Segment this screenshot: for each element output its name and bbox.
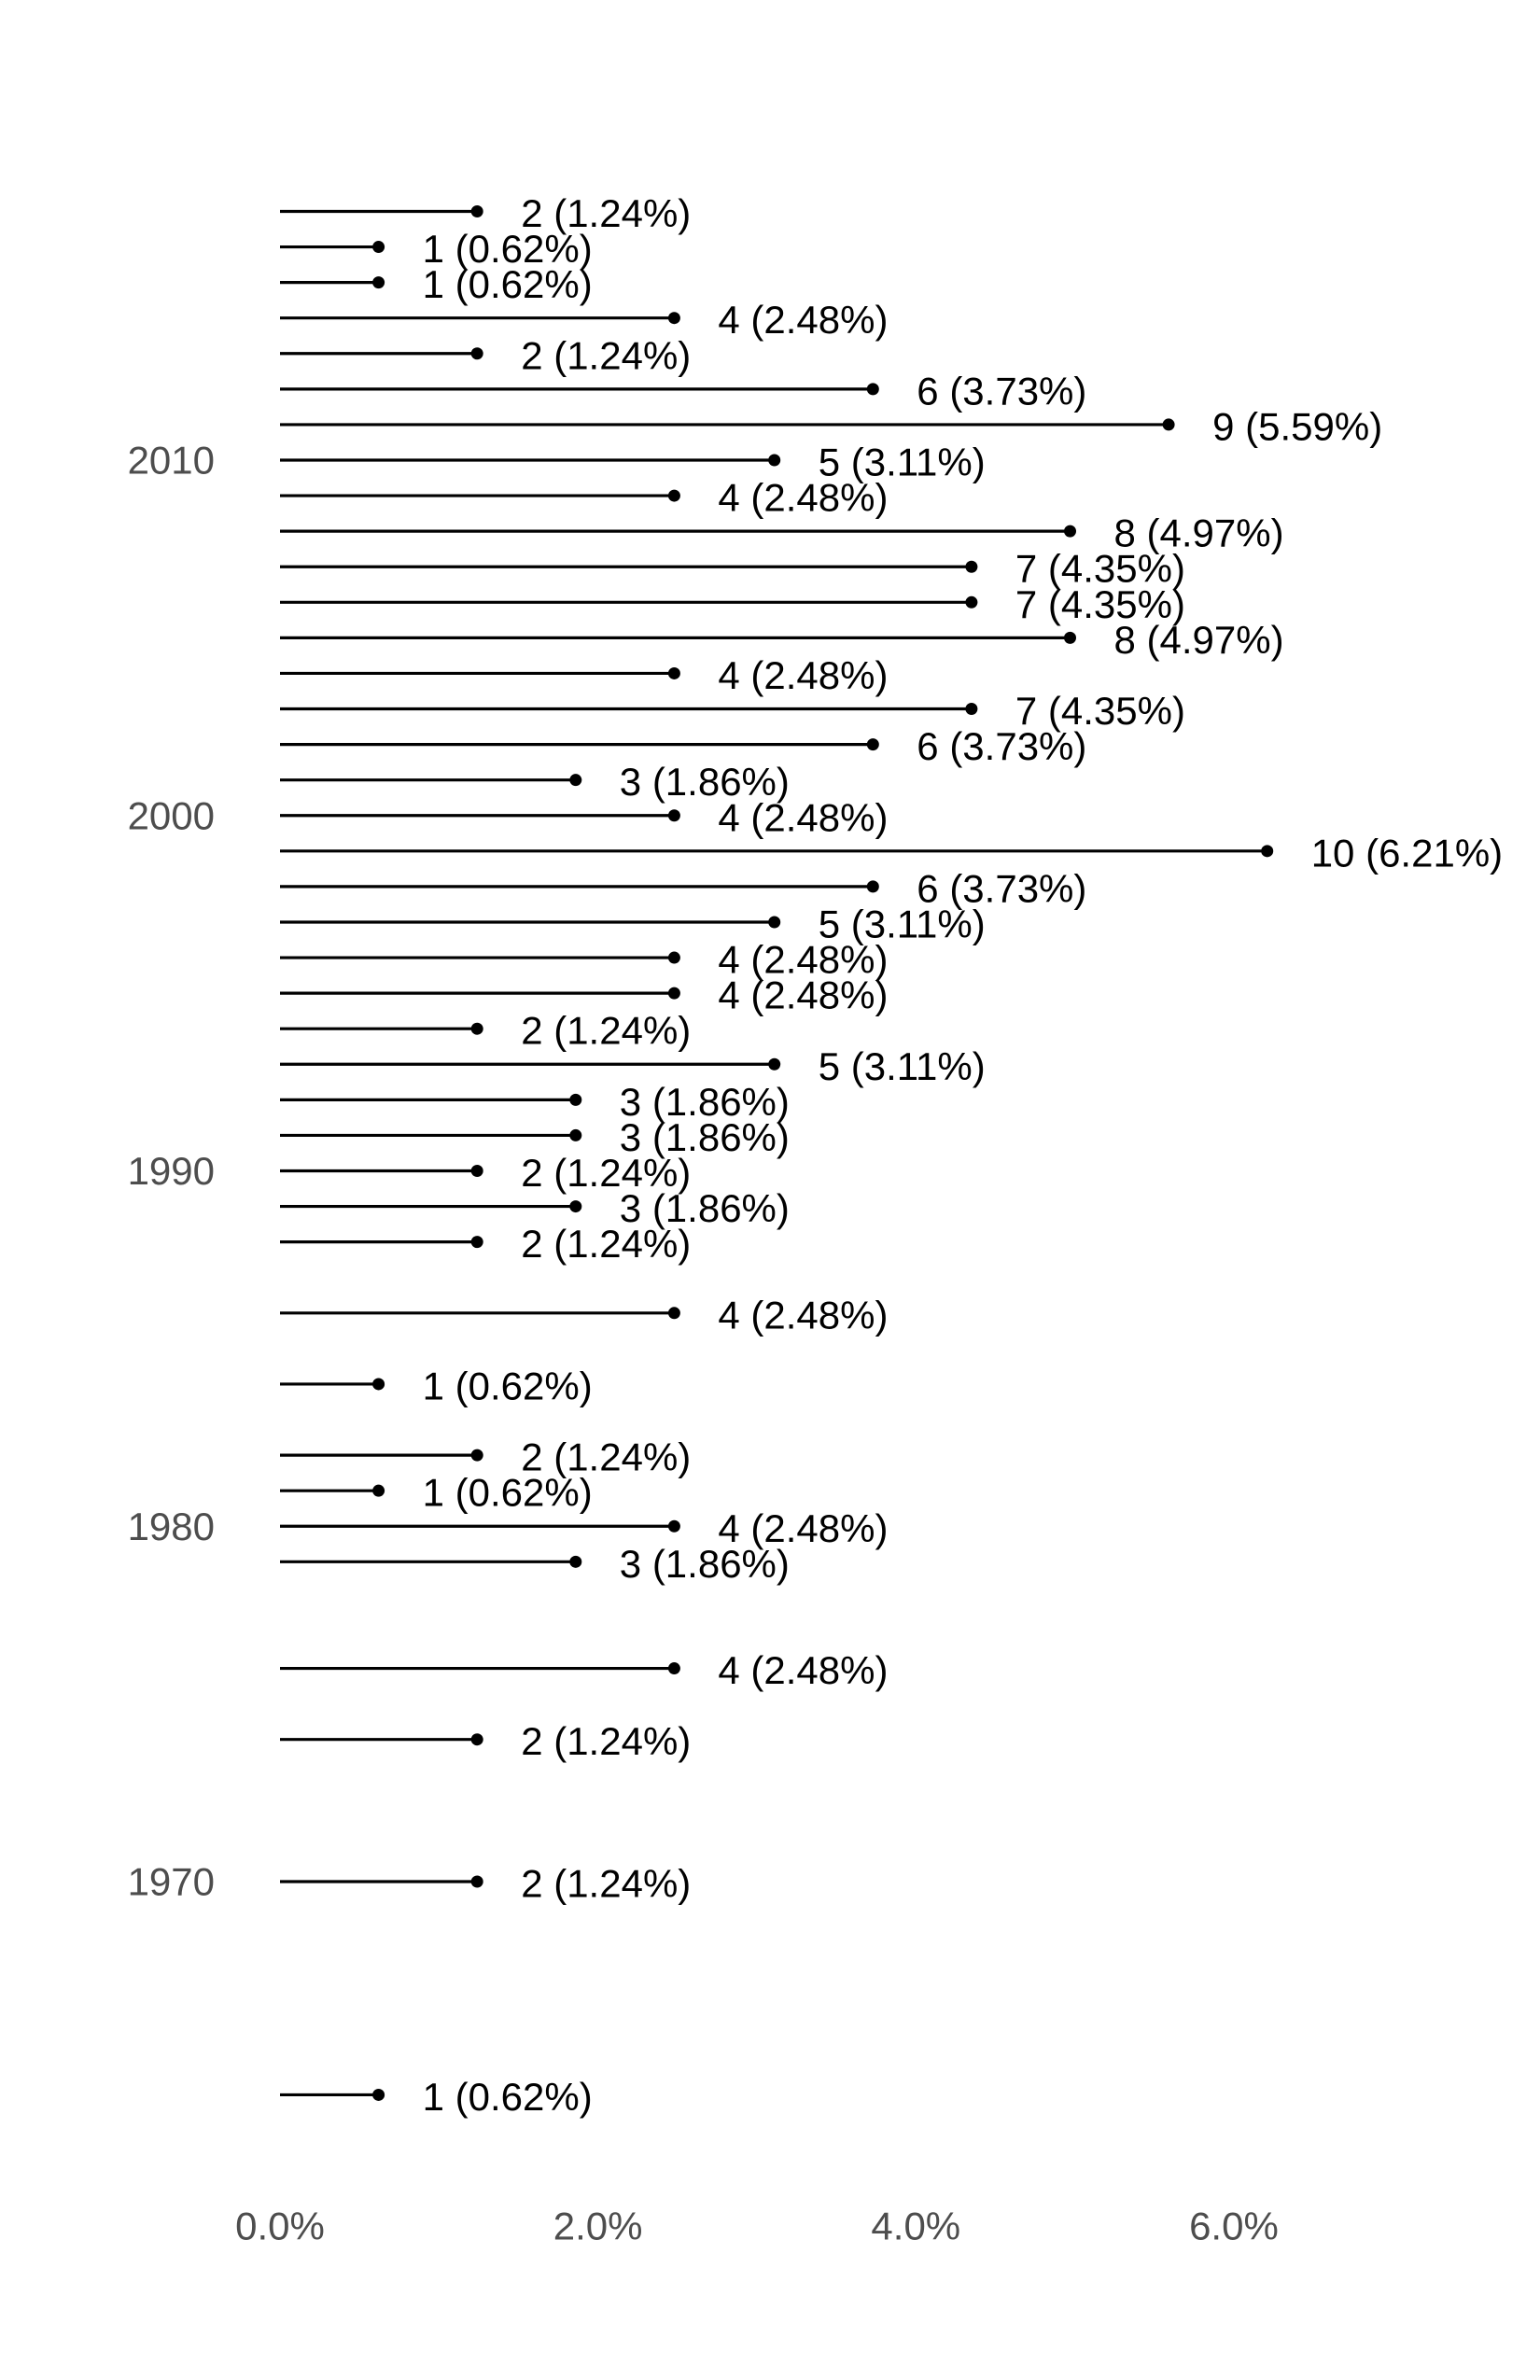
lollipop-dot (667, 1519, 680, 1533)
lollipop-dot (372, 276, 385, 289)
data-label: 1 (0.62%) (423, 262, 593, 306)
x-tick-label: 0.0% (235, 2205, 325, 2248)
data-label: 5 (3.11%) (819, 441, 986, 484)
data-label: 2 (1.24%) (521, 1009, 691, 1053)
lollipop-dot (1064, 525, 1077, 538)
y-tick-label: 1970 (128, 1860, 215, 1904)
data-label: 2 (1.24%) (521, 1719, 691, 1763)
data-label: 9 (5.59%) (1212, 404, 1382, 448)
y-tick-label: 2000 (128, 793, 215, 837)
data-label: 4 (2.48%) (718, 476, 888, 520)
data-label: 3 (1.86%) (620, 1080, 790, 1124)
data-label: 1 (0.62%) (423, 2075, 593, 2119)
data-label: 7 (4.35%) (1015, 582, 1185, 626)
lollipop-dot (768, 454, 781, 467)
data-label: 7 (4.35%) (1015, 689, 1185, 733)
lollipop-dot (470, 1236, 483, 1249)
lollipop-dot (667, 987, 680, 1000)
data-label: 6 (3.73%) (917, 369, 1086, 413)
lollipop-dot (866, 383, 879, 396)
lollipop-dot (470, 204, 483, 217)
y-tick-label: 1980 (128, 1505, 215, 1548)
data-label: 2 (1.24%) (521, 191, 691, 235)
x-tick-label: 4.0% (871, 2205, 960, 2248)
stems (280, 209, 1267, 2097)
data-label: 3 (1.86%) (620, 1115, 790, 1159)
lollipop-dot (965, 595, 978, 609)
data-label: 4 (2.48%) (718, 938, 888, 982)
lollipop-dot (470, 1449, 483, 1462)
data-label: 2 (1.24%) (521, 1222, 691, 1266)
data-label: 5 (3.11%) (819, 902, 986, 945)
data-label: 10 (6.21%) (1311, 831, 1503, 875)
data-label: 4 (2.48%) (718, 1293, 888, 1337)
dots (372, 204, 1274, 2101)
lollipop-dot (768, 916, 781, 929)
data-label: 8 (4.97%) (1114, 618, 1284, 662)
lollipop-dot (667, 951, 680, 964)
lollipop-dot (667, 809, 680, 822)
data-label: 3 (1.86%) (620, 1542, 790, 1586)
data-label: 1 (0.62%) (423, 1364, 593, 1407)
lollipop-dot (569, 1200, 582, 1213)
data-label: 2 (1.24%) (521, 1862, 691, 1906)
data-label: 3 (1.86%) (620, 760, 790, 804)
lollipop-dot (470, 347, 483, 360)
y-tick-label: 1990 (128, 1149, 215, 1193)
lollipop-dot (372, 1484, 385, 1497)
lollipop-dot (667, 1307, 680, 1320)
lollipop-dot (470, 1022, 483, 1035)
lollipop-dot (866, 738, 879, 751)
lollipop-dot (372, 1378, 385, 1391)
data-label: 4 (2.48%) (718, 1648, 888, 1692)
lollipop-dot (667, 489, 680, 502)
data-label: 4 (2.48%) (718, 653, 888, 697)
x-tick-label: 2.0% (553, 2205, 643, 2248)
lollipop-dot (768, 1057, 781, 1071)
data-label: 1 (0.62%) (423, 1471, 593, 1515)
lollipop-dot (569, 1555, 582, 1568)
data-label: 4 (2.48%) (718, 973, 888, 1017)
data-label: 8 (4.97%) (1114, 511, 1284, 555)
lollipop-dot (372, 241, 385, 254)
lollipop-dot (667, 1662, 680, 1675)
data-label: 5 (3.11%) (819, 1044, 986, 1088)
y-axis: 1970 1980 1990 2000 2010 (128, 439, 215, 1904)
data-label: 4 (2.48%) (718, 1506, 888, 1550)
lollipop-dot (470, 1733, 483, 1746)
lollipop-dot (667, 312, 680, 325)
data-label: 7 (4.35%) (1015, 547, 1185, 591)
lollipop-dot (470, 1165, 483, 1177)
lollipop-dot (866, 880, 879, 893)
lollipop-dot (1162, 418, 1175, 431)
data-label: 4 (2.48%) (718, 795, 888, 839)
data-label: 6 (3.73%) (917, 866, 1086, 910)
data-label: 2 (1.24%) (521, 1151, 691, 1195)
lollipop-dot (965, 560, 978, 573)
data-label: 3 (1.86%) (620, 1186, 790, 1230)
lollipop-dot (569, 774, 582, 787)
data-label: 6 (3.73%) (917, 724, 1086, 768)
lollipop-dot (569, 1128, 582, 1141)
lollipop-dot (372, 2088, 385, 2101)
y-tick-label: 2010 (128, 439, 215, 483)
lollipop-dot (1261, 845, 1274, 858)
data-label: 1 (0.62%) (423, 227, 593, 271)
lollipop-dot (1064, 631, 1077, 644)
lollipop-dot (667, 666, 680, 679)
data-label: 2 (1.24%) (521, 1435, 691, 1479)
data-label: 2 (1.24%) (521, 333, 691, 377)
data-label: 4 (2.48%) (718, 298, 888, 342)
data-labels: 1 (0.62%)2 (1.24%)2 (1.24%)4 (2.48%)3 (1… (423, 191, 1504, 2119)
x-tick-label: 6.0% (1189, 2205, 1279, 2248)
lollipop-dot (569, 1093, 582, 1106)
lollipop-dot (965, 703, 978, 716)
lollipop-dot (470, 1875, 483, 1888)
x-axis: 0.0% 2.0% 4.0% 6.0% (235, 2205, 1279, 2248)
